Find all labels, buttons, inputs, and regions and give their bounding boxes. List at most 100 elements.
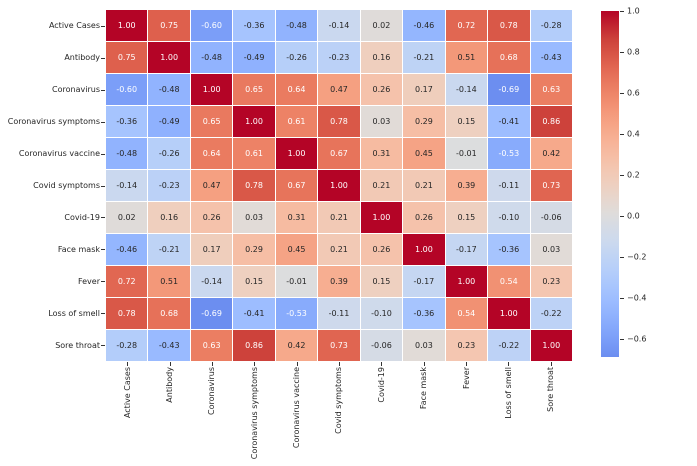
y-tick-label: Fever [77,276,100,286]
heatmap-cell: 0.23 [530,266,572,297]
y-axis-tick [101,58,105,59]
y-axis-tick [101,281,105,282]
x-tick-label: Coronavirus [207,367,217,415]
x-tick-label: Covid-19 [376,367,386,403]
x-tick-label: Sore throat [546,367,556,412]
x-axis-labels: Active Cases Antibody Coronavirus Coronavir… [106,367,572,466]
heatmap-cell: -0.21 [148,234,190,265]
heatmap-cell: -0.14 [106,170,148,201]
heatmap-cell: 0.86 [233,330,275,361]
x-axis-tick [424,362,425,366]
heatmap-cell: 0.54 [488,266,530,297]
heatmap-cell: -0.11 [488,170,530,201]
heatmap-cell: 0.64 [275,74,318,105]
heatmap-cell: 0.45 [403,138,445,169]
heatmap-cell: 0.02 [106,202,148,233]
y-axis-tick [101,313,105,314]
colorbar [601,11,619,357]
x-axis-tick [212,362,213,366]
heatmap-cell: 0.54 [445,298,488,329]
y-tick-label: Covid-19 [64,212,100,222]
heatmap-cell: 0.47 [190,170,233,201]
heatmap-cell: 0.73 [530,170,572,201]
colorbar-tick [620,257,624,258]
heatmap-cell: -0.36 [106,106,148,137]
heatmap-cell: -0.06 [360,330,403,361]
heatmap-cell: 0.26 [190,202,233,233]
heatmap-cell: 1.00 [445,266,488,297]
heatmap-cell: -0.28 [106,330,148,361]
heatmap-cell: -0.14 [445,74,488,105]
heatmap-cell: -0.48 [190,42,233,73]
heatmap-cell: 0.17 [403,74,445,105]
x-tick-label: Covid symptoms [334,367,344,434]
heatmap-cell: 0.21 [403,170,445,201]
heatmap-cell: 0.72 [106,266,148,297]
heatmap-cell: 0.75 [106,42,148,73]
heatmap-cell: 1.00 [403,234,445,265]
heatmap-cell: 1.00 [530,330,572,361]
x-axis-tick [466,362,467,366]
heatmap-cell: 0.26 [360,234,403,265]
heatmap-cell: 0.47 [318,74,360,105]
heatmap-cell: -0.41 [488,106,530,137]
heatmap-cell: 0.75 [148,10,190,41]
y-tick-label: Loss of smell [48,308,100,318]
heatmap-cell: 0.63 [530,74,572,105]
heatmap-cell: 0.64 [190,138,233,169]
heatmap-cell: 1.00 [488,298,530,329]
y-tick-label: Sore throat [55,340,100,350]
heatmap-cell: -0.06 [530,202,572,233]
heatmap-cell: 0.16 [148,202,190,233]
y-tick-label: Face mask [57,244,100,254]
heatmap-cell: -0.36 [233,10,275,41]
heatmap-cell: 0.78 [488,10,530,41]
heatmap-cell: -0.28 [530,10,572,41]
heatmap-cell: 0.23 [445,330,488,361]
heatmap-cell: 0.26 [360,74,403,105]
colorbar-tick-label: 1.0 [627,6,640,16]
y-tick-label: Antibody [64,53,100,63]
colorbar-tick [620,175,624,176]
heatmap-cell: 0.17 [190,234,233,265]
heatmap-cell: 0.61 [233,138,275,169]
heatmap-cell: -0.69 [190,298,233,329]
colorbar-tick [620,134,624,135]
colorbar-tick-label: −0.6 [627,334,647,344]
heatmap-cell: 0.15 [445,202,488,233]
heatmap-cell: -0.14 [318,10,360,41]
heatmap-cell: -0.36 [488,234,530,265]
x-tick-label: Fever [461,367,471,390]
heatmap-cell: 0.15 [445,106,488,137]
heatmap-cell: 0.78 [106,298,148,329]
heatmap-cell: -0.23 [148,170,190,201]
colorbar-tick [620,216,624,217]
x-tick-label: Coronavirus vaccine [292,367,302,449]
heatmap-cell: -0.46 [106,234,148,265]
heatmap-cell: -0.69 [488,74,530,105]
heatmap-cell: -0.60 [190,10,233,41]
heatmap-cell: 0.29 [403,106,445,137]
heatmap-cell: 0.21 [360,170,403,201]
heatmap-cell: 1.00 [275,138,318,169]
y-axis-tick [101,345,105,346]
y-axis-tick [101,90,105,91]
heatmap-cell: 0.39 [318,266,360,297]
heatmap-cell: 0.65 [233,74,275,105]
x-tick-label: Active Cases [122,367,132,419]
heatmap-cell: 0.73 [318,330,360,361]
heatmap-cell: 0.78 [233,170,275,201]
heatmap-cell: -0.48 [275,10,318,41]
heatmap-cell: -0.21 [403,42,445,73]
heatmap-cell: 1.00 [318,170,360,201]
colorbar-tick [620,11,624,12]
x-axis-tick [170,362,171,366]
heatmap-cell: -0.43 [148,330,190,361]
heatmap-cell: 0.68 [148,298,190,329]
x-tick-label: Face mask [419,367,429,410]
heatmap-cell: 1.00 [233,106,275,137]
heatmap-cell: 0.72 [445,10,488,41]
heatmap-cell: 0.45 [275,234,318,265]
colorbar-tick-label: 0.0 [627,211,640,221]
y-axis-tick [101,217,105,218]
